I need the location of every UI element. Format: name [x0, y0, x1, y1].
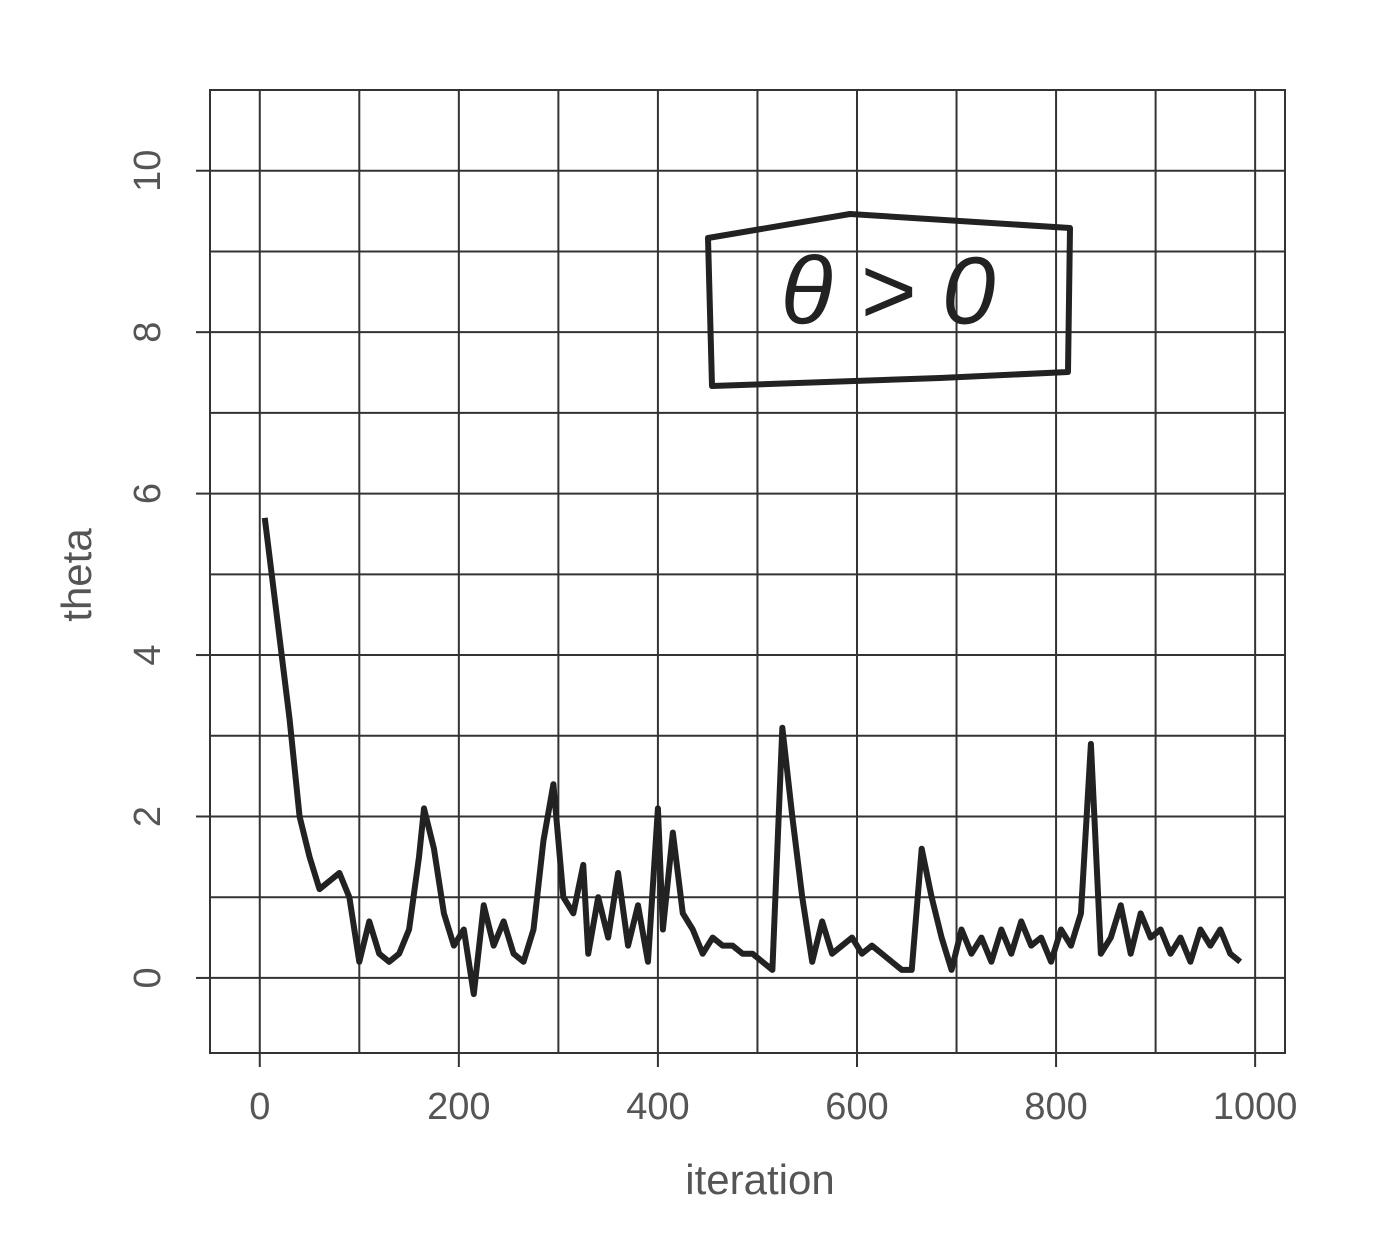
y-axis-label: theta	[53, 528, 100, 622]
annotation: θ > 0	[781, 237, 996, 344]
x-tick-label: 1000	[1213, 1086, 1298, 1128]
series-line	[261, 517, 1243, 998]
y-tick-label: 6	[127, 483, 169, 504]
x-tick-label: 800	[1024, 1086, 1087, 1128]
annotation-box	[705, 211, 1073, 389]
x-tick-label: 200	[427, 1086, 490, 1128]
x-axis-label: iteration	[685, 1156, 834, 1203]
y-tick-label: 0	[127, 967, 169, 988]
y-tick-label: 4	[127, 644, 169, 665]
y-tick-label: 8	[127, 322, 169, 343]
y-tick-label: 2	[127, 806, 169, 827]
x-tick-label: 400	[626, 1086, 689, 1128]
x-tick-label: 0	[249, 1086, 270, 1128]
y-tick-label: 10	[127, 150, 169, 192]
plot-frame	[209, 89, 1286, 1054]
x-tick-label: 600	[825, 1086, 888, 1128]
